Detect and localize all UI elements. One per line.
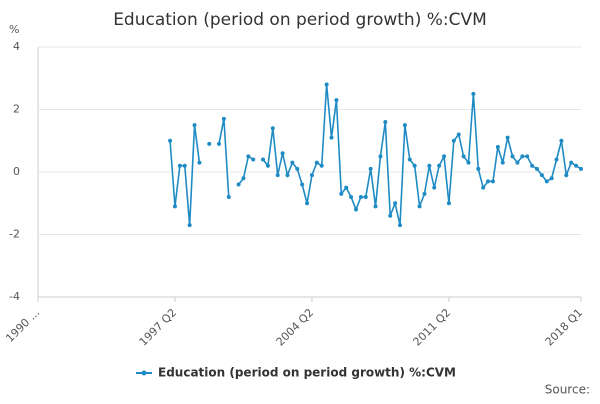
point: [251, 157, 256, 162]
y-axis-label: %: [9, 23, 19, 36]
point: [525, 154, 530, 159]
y-tick-label: 0: [13, 165, 20, 178]
point: [285, 173, 290, 178]
y-tick-label: -4: [9, 290, 20, 303]
point: [324, 82, 329, 87]
point: [402, 123, 407, 128]
point: [300, 182, 305, 187]
point: [339, 191, 344, 196]
point: [549, 176, 554, 181]
point: [446, 201, 451, 206]
point: [554, 157, 559, 162]
point: [241, 176, 246, 181]
point: [559, 138, 564, 143]
point: [510, 154, 515, 159]
point: [246, 154, 251, 159]
point: [172, 204, 177, 209]
point: [500, 160, 505, 165]
point: [349, 195, 354, 199]
point: [432, 185, 437, 190]
point: [544, 179, 549, 184]
point: [437, 163, 442, 168]
point: [398, 223, 402, 228]
y-tick-label: 4: [13, 40, 20, 53]
point: [569, 160, 574, 165]
point: [466, 160, 471, 165]
point: [270, 126, 275, 131]
point: [388, 213, 393, 218]
x-tick-label: 1997 Q2: [137, 306, 180, 349]
point: [197, 160, 202, 165]
x-tick-label: 2018 Q1: [543, 306, 586, 349]
point: [471, 91, 476, 96]
point: [373, 204, 378, 209]
point: [217, 141, 221, 146]
point: [187, 223, 192, 228]
point: [412, 163, 417, 168]
point: [490, 179, 495, 184]
point: [564, 173, 569, 178]
point: [207, 141, 212, 146]
chart-title: Education (period on period growth) %:CV…: [113, 10, 487, 30]
point: [407, 157, 412, 162]
point: [314, 160, 319, 165]
point: [481, 185, 486, 190]
y-tick-label: -2: [9, 228, 20, 241]
series-line: [169, 84, 582, 226]
legend-label: Education (period on period growth) %:CV…: [158, 366, 456, 380]
point: [309, 173, 314, 178]
point: [505, 135, 510, 140]
x-tick-label: 2004 Q2: [274, 306, 317, 349]
point: [515, 160, 520, 165]
point: [363, 195, 368, 199]
y-tick-label: 2: [13, 103, 20, 116]
point: [534, 166, 539, 171]
point: [275, 173, 280, 178]
point: [520, 154, 525, 159]
point: [378, 154, 383, 159]
point: [530, 163, 535, 168]
point: [456, 132, 461, 137]
point: [574, 163, 579, 168]
point: [383, 120, 388, 124]
point: [265, 163, 270, 168]
point: [334, 98, 339, 103]
point: [422, 191, 427, 196]
point: [319, 163, 324, 168]
point: [261, 157, 266, 162]
point: [221, 116, 226, 121]
x-tick-label: 2011 Q2: [411, 306, 454, 349]
point: [495, 145, 500, 149]
point: [305, 201, 310, 206]
legend-marker: [141, 370, 147, 376]
point: [168, 138, 173, 143]
point: [486, 179, 491, 184]
point: [451, 138, 456, 143]
point: [368, 166, 373, 171]
point: [295, 166, 300, 171]
point: [177, 163, 182, 168]
point: [393, 201, 398, 206]
point: [226, 195, 231, 199]
point: [427, 163, 432, 168]
x-tick-label: 1990 ...: [3, 306, 42, 345]
point: [192, 123, 197, 128]
point: [236, 182, 241, 187]
point: [290, 160, 295, 165]
point: [358, 195, 363, 199]
point: [579, 166, 583, 171]
point: [539, 173, 544, 178]
point: [329, 135, 334, 140]
source: Source:: [545, 383, 590, 397]
point: [442, 154, 447, 159]
point: [344, 185, 349, 190]
point: [461, 154, 466, 159]
point: [182, 163, 187, 168]
point: [476, 166, 481, 171]
point: [280, 151, 285, 156]
point: [417, 204, 422, 209]
point: [353, 207, 358, 212]
